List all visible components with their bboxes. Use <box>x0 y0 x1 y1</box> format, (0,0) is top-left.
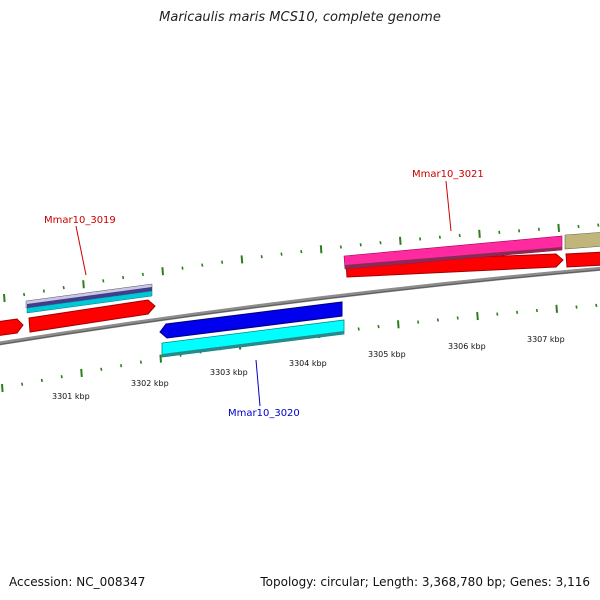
scale-label-3305: 3305 kbp <box>368 350 406 359</box>
gene-label-mmar10-3021[interactable]: Mmar10_3021 <box>412 169 484 180</box>
tick-lower-4 <box>80 368 83 378</box>
tick-upper-16 <box>319 245 323 254</box>
scale-label-3307: 3307 kbp <box>527 335 565 344</box>
tick-lower-28 <box>555 304 558 313</box>
tick-upper-8 <box>161 267 164 276</box>
accession-text: Accession: NC_008347 <box>9 575 146 589</box>
gene-labels: Mmar10_3019 Mmar10_3020 Mmar10_3021 <box>44 169 484 419</box>
tick-upper-2 <box>42 289 45 293</box>
tick-upper-3 <box>62 285 65 290</box>
cds-feature-right-edge[interactable] <box>565 251 600 268</box>
tick-upper-24 <box>478 229 481 238</box>
tick-upper-10 <box>201 263 204 267</box>
gene-feature-mmar10-3019-dark[interactable] <box>27 287 152 308</box>
tick-upper-29 <box>577 224 580 229</box>
tick-lower-27 <box>535 308 538 313</box>
tick-upper-6 <box>122 275 125 280</box>
tick-lower-30 <box>595 303 598 308</box>
tick-lower-25 <box>496 312 499 316</box>
gene-feature-mmar10-3020-shade <box>162 331 344 357</box>
tick-lower-3 <box>60 375 63 379</box>
tick-upper-5 <box>102 279 105 283</box>
forward-cds-track <box>0 251 600 336</box>
tick-lower-21 <box>417 320 420 324</box>
tick-upper-0 <box>3 293 6 303</box>
scale-labels: 3301 kbp 3302 kbp 3303 kbp 3304 kbp 3305… <box>52 335 565 401</box>
map-title: Maricaulis maris MCS10, complete genome <box>159 10 441 25</box>
leader-line-mmar10-3020 <box>255 359 261 407</box>
tick-upper-11 <box>221 260 224 264</box>
tick-lower-23 <box>456 316 459 320</box>
genome-backbone <box>0 266 600 346</box>
tick-lower-8 <box>159 354 162 363</box>
tick-upper-14 <box>280 252 283 256</box>
scale-label-3302: 3302 kbp <box>131 379 169 388</box>
tick-upper-20 <box>399 236 402 245</box>
scale-label-3303: 3303 kbp <box>210 368 248 377</box>
tick-upper-30 <box>597 223 600 227</box>
tick-upper-4 <box>82 280 85 289</box>
tick-upper-17 <box>339 245 342 249</box>
topology-text: Topology: circular; Length: 3,368,780 bp… <box>260 575 590 589</box>
tick-upper-26 <box>518 229 521 233</box>
tick-upper-25 <box>498 230 501 234</box>
tick-lower-24 <box>476 311 479 321</box>
cds-feature-left-edge[interactable] <box>0 318 24 336</box>
forward-gene-track <box>25 232 600 314</box>
genome-backbone-shade <box>0 269 600 345</box>
tick-lower-19 <box>377 324 380 329</box>
tick-lower-7 <box>139 360 142 364</box>
gene-label-mmar10-3020[interactable]: Mmar10_3020 <box>228 408 300 419</box>
tick-upper-7 <box>141 272 144 277</box>
gene-feature-mmar10-3019-cyan[interactable] <box>26 290 153 314</box>
tick-lower-18 <box>357 327 360 331</box>
tick-lower-1 <box>21 382 24 386</box>
leader-line-mmar10-3019 <box>75 225 87 276</box>
tick-upper-9 <box>181 266 184 270</box>
tick-upper-22 <box>438 235 441 239</box>
tick-upper-12 <box>240 255 244 264</box>
cds-feature-mmar10-3021[interactable] <box>345 253 564 278</box>
tick-upper-13 <box>260 255 263 259</box>
tick-upper-28 <box>557 223 560 232</box>
tick-upper-19 <box>379 241 382 245</box>
tick-lower-22 <box>436 318 439 322</box>
scale-label-3306: 3306 kbp <box>448 342 486 351</box>
tick-upper-23 <box>458 233 461 238</box>
tick-lower-6 <box>120 364 123 368</box>
leader-line-mmar10-3021 <box>445 180 452 232</box>
gene-feature-mmar10-3021-shade <box>345 247 562 269</box>
tick-lower-20 <box>397 320 400 329</box>
gene-label-mmar10-3019[interactable]: Mmar10_3019 <box>44 215 116 226</box>
tick-upper-1 <box>23 292 26 297</box>
tick-upper-15 <box>300 249 303 254</box>
tick-lower-26 <box>516 310 519 314</box>
tick-upper-21 <box>419 237 422 241</box>
tick-lower-29 <box>575 305 578 309</box>
cds-feature-mmar10-3019[interactable] <box>28 299 156 333</box>
tick-lower-5 <box>100 367 103 371</box>
scale-label-3304: 3304 kbp <box>289 359 327 368</box>
tick-lower-2 <box>40 378 43 383</box>
ticks-upper <box>3 223 600 303</box>
tick-upper-18 <box>359 243 362 247</box>
reverse-cds-track <box>159 301 345 358</box>
tick-lower-0 <box>1 383 4 393</box>
gene-feature-olive[interactable] <box>564 232 600 250</box>
tick-upper-27 <box>537 227 540 231</box>
cds-feature-mmar10-3020[interactable] <box>159 301 343 339</box>
scale-label-3301: 3301 kbp <box>52 392 90 401</box>
